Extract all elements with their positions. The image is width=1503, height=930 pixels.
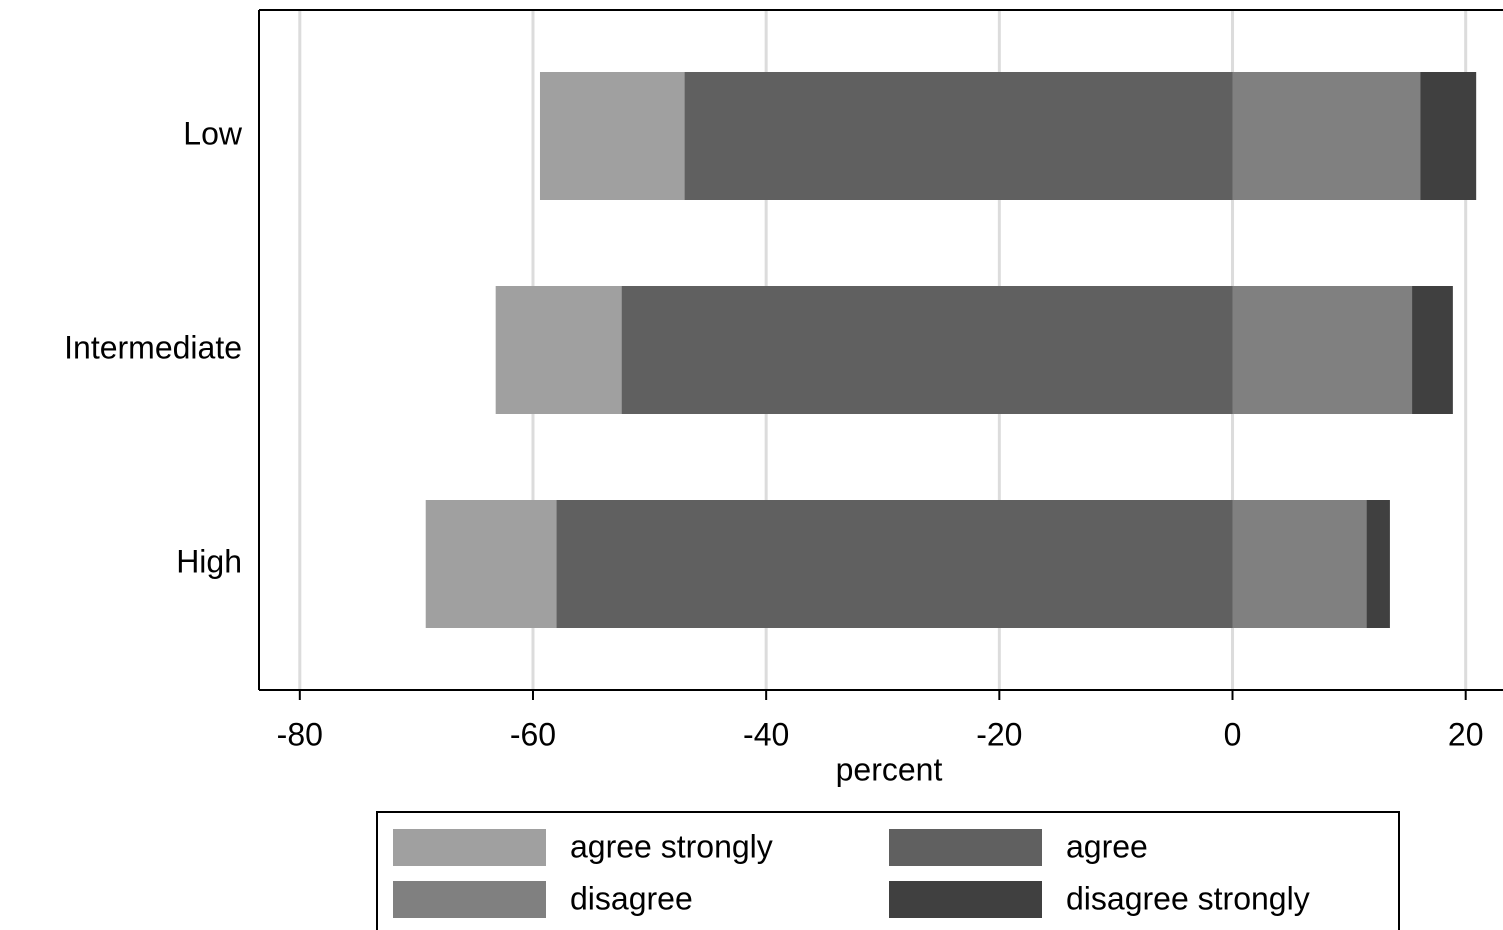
bar-segment	[556, 500, 1233, 628]
legend-label: disagree	[570, 880, 693, 916]
bar-segment	[539, 72, 685, 200]
bar-segment	[425, 500, 557, 628]
legend-swatch	[393, 881, 546, 918]
x-tick-label: -60	[510, 716, 556, 752]
bar-segment	[1232, 72, 1421, 200]
legend-label: disagree strongly	[1066, 880, 1310, 916]
bar-segment	[684, 72, 1233, 200]
x-tick-label: -80	[277, 716, 323, 752]
bar-segment	[1420, 72, 1477, 200]
x-tick-label: -20	[976, 716, 1022, 752]
x-tick-label: -40	[743, 716, 789, 752]
legend-swatch	[889, 829, 1042, 866]
x-tick-label: 20	[1448, 716, 1484, 752]
bar-segment	[1412, 286, 1453, 414]
bar-segment	[621, 286, 1233, 414]
bar-segment	[1366, 500, 1390, 628]
y-tick-label: Low	[183, 115, 243, 151]
legend-box	[376, 811, 1400, 930]
legend-swatch	[393, 829, 546, 866]
y-tick-label: High	[176, 543, 242, 579]
bar-segment	[1232, 500, 1367, 628]
legend-swatch	[889, 881, 1042, 918]
bar-segment	[495, 286, 622, 414]
legend-label: agree strongly	[570, 828, 773, 864]
legend-label: agree	[1066, 828, 1148, 864]
x-tick-label: 0	[1224, 716, 1242, 752]
bar-segment	[1232, 286, 1413, 414]
y-tick-label: Intermediate	[64, 329, 242, 365]
x-axis-label: percent	[836, 751, 943, 787]
